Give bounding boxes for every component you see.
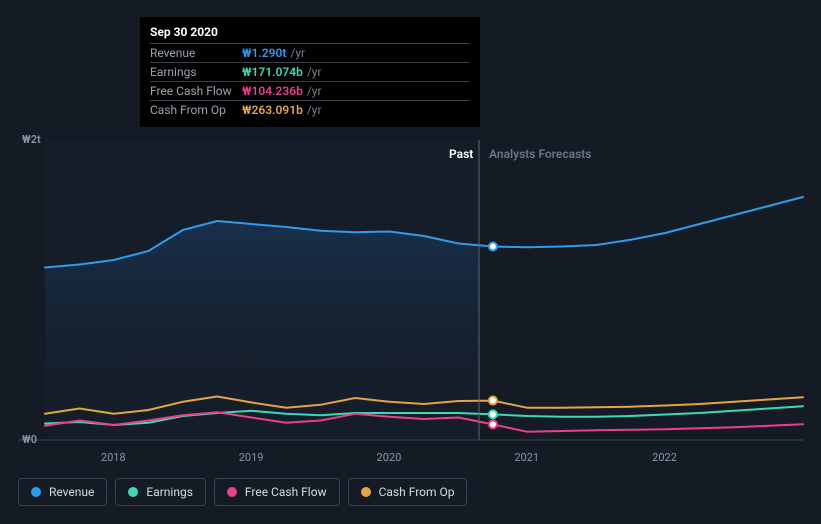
x-axis-label: 2019 xyxy=(239,451,264,464)
x-axis-label: 2022 xyxy=(652,451,677,464)
tooltip-row: Earnings₩171.074b/yr xyxy=(150,62,470,81)
tooltip-row: Revenue₩1.290t/yr xyxy=(150,43,470,62)
tooltip-value: ₩263.091b xyxy=(242,103,303,117)
tooltip-value: ₩1.290t xyxy=(242,46,286,60)
legend-dot xyxy=(361,487,371,497)
tooltip-unit: /yr xyxy=(290,46,305,60)
legend-dot xyxy=(227,487,237,497)
tooltip-date: Sep 30 2020 xyxy=(150,25,470,39)
legend-dot xyxy=(31,487,41,497)
past-label: Past xyxy=(449,147,473,161)
chart-tooltip: Sep 30 2020 Revenue₩1.290t/yrEarnings₩17… xyxy=(140,17,480,127)
tooltip-unit: /yr xyxy=(307,84,322,98)
legend-label: Cash From Op xyxy=(379,485,455,499)
y-axis-label: ₩2t xyxy=(22,133,41,146)
chart-legend: Revenue Earnings Free Cash Flow Cash From O… xyxy=(18,478,467,506)
y-axis-label: ₩0 xyxy=(22,433,37,446)
tooltip-row: Cash From Op₩263.091b/yr xyxy=(150,100,470,119)
legend-dot xyxy=(128,487,138,497)
tooltip-label: Free Cash Flow xyxy=(150,84,242,98)
x-axis-label: 2018 xyxy=(101,451,126,464)
tooltip-unit: /yr xyxy=(307,103,322,117)
legend-label: Revenue xyxy=(49,485,94,499)
tooltip-value: ₩104.236b xyxy=(242,84,303,98)
forecast-label: Analysts Forecasts xyxy=(489,147,591,161)
x-axis-label: 2020 xyxy=(377,451,402,464)
legend-label: Earnings xyxy=(146,485,193,499)
legend-item-free-cash-flow[interactable]: Free Cash Flow xyxy=(214,478,340,506)
legend-item-earnings[interactable]: Earnings xyxy=(115,478,206,506)
tooltip-label: Earnings xyxy=(150,65,242,79)
legend-label: Free Cash Flow xyxy=(245,485,327,499)
tooltip-label: Revenue xyxy=(150,46,242,60)
legend-item-cash-from-op[interactable]: Cash From Op xyxy=(348,478,468,506)
legend-item-revenue[interactable]: Revenue xyxy=(18,478,107,506)
tooltip-unit: /yr xyxy=(307,65,322,79)
tooltip-label: Cash From Op xyxy=(150,103,242,117)
tooltip-value: ₩171.074b xyxy=(242,65,303,79)
x-axis-label: 2021 xyxy=(514,451,539,464)
tooltip-row: Free Cash Flow₩104.236b/yr xyxy=(150,81,470,100)
